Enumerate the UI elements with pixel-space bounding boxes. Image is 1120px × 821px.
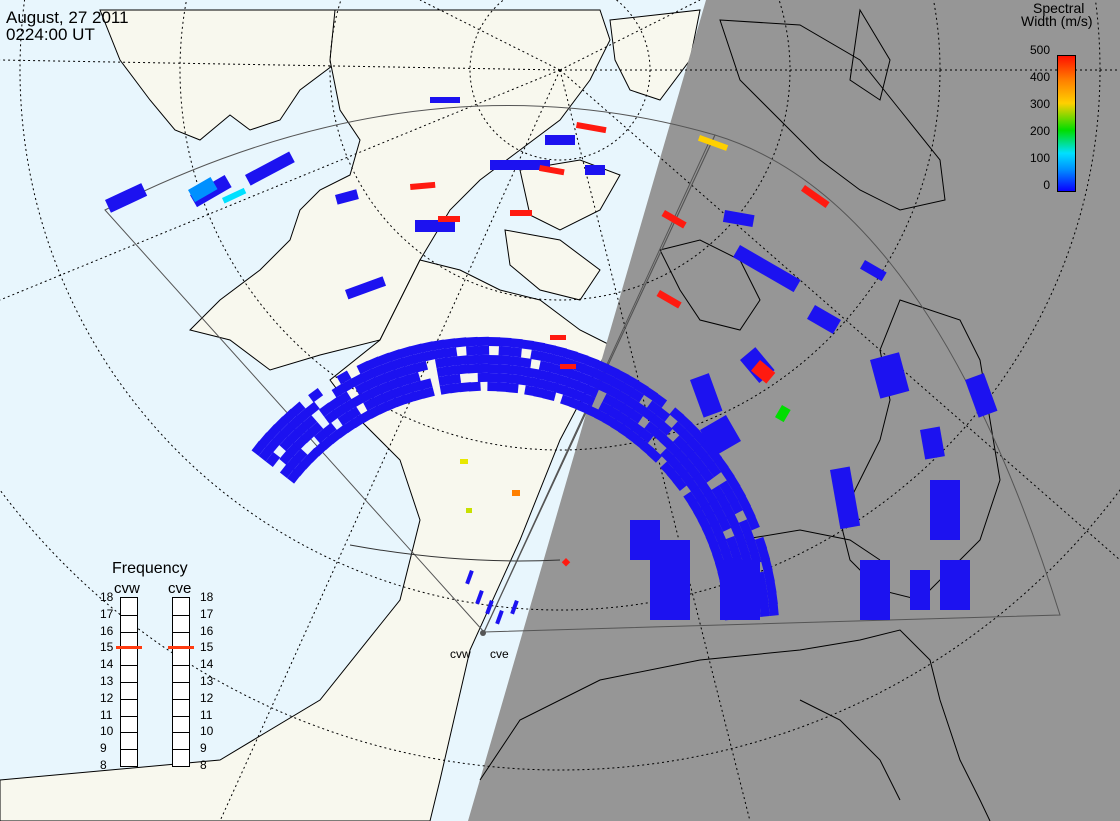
scatter-cell: [769, 603, 779, 616]
frequency-tick-label: 10: [200, 724, 213, 738]
scatter-cell: [499, 337, 511, 347]
scatter-cell: [477, 355, 489, 364]
colorbar-tick-label: 300: [1026, 97, 1050, 111]
scatter-cell: [460, 459, 468, 464]
scatter-cell: [585, 165, 605, 175]
frequency-tick-label: 18: [200, 590, 213, 604]
colorbar-title-line2: Width (m/s): [1021, 13, 1093, 29]
frequency-panel-title: Frequency: [112, 560, 188, 578]
frequency-tick-label: 16: [200, 624, 213, 638]
scatter-cell: [430, 97, 460, 103]
frequency-column-label: cve: [168, 580, 191, 597]
scatter-cell: [521, 339, 534, 349]
frequency-tick-label: 14: [200, 657, 213, 671]
scatter-cell: [509, 347, 522, 357]
scatter-cell: [910, 570, 930, 610]
scatter-cell: [519, 357, 532, 367]
frequency-tick-label: 13: [200, 674, 213, 688]
scatter-cell: [468, 382, 481, 392]
scatter-cell: [448, 374, 461, 385]
frequency-tick-label: 13: [100, 674, 113, 688]
frequency-tick-label: 8: [200, 758, 207, 772]
frequency-column-box: [120, 597, 138, 767]
scatter-cell: [510, 210, 532, 216]
colorbar-tick-label: 500: [1026, 43, 1050, 57]
scatter-cell: [444, 347, 457, 358]
frequency-tick-label: 9: [100, 741, 107, 755]
scatter-cell: [760, 604, 770, 617]
frequency-column-label: cvw: [114, 580, 140, 597]
scatter-cell: [498, 346, 510, 356]
scatter-cell: [454, 337, 467, 347]
scatter-cell: [545, 135, 575, 145]
frequency-column-box: [172, 597, 190, 767]
frequency-selected-marker: [116, 646, 142, 649]
figure-date: August, 27 2011: [6, 10, 129, 26]
scatter-cell: [477, 346, 489, 355]
frequency-tick-label: 12: [100, 691, 113, 705]
radar-label-cve: cve: [490, 647, 509, 661]
frequency-tick-label: 11: [100, 708, 112, 722]
colorbar-tick-label: 100: [1026, 151, 1050, 165]
scatter-cell: [465, 337, 478, 347]
frequency-tick-label: 17: [100, 607, 113, 621]
frequency-tick-label: 16: [100, 624, 113, 638]
colorbar-tick-label: 200: [1026, 124, 1050, 138]
scatter-cell: [512, 490, 520, 496]
scatter-cell: [466, 346, 479, 356]
scatter-cell: [767, 592, 778, 605]
figure-time: 0224:00 UT: [6, 27, 95, 43]
frequency-tick-label: 9: [200, 741, 207, 755]
scatter-cell: [466, 508, 472, 513]
colorbar-tick-label: 400: [1026, 70, 1050, 84]
scatter-cell: [510, 338, 523, 348]
frequency-tick-label: 15: [200, 640, 213, 654]
scatter-cell: [438, 216, 460, 222]
radar-label-cvw: cvw: [450, 647, 471, 661]
frequency-tick-label: 17: [200, 607, 213, 621]
scatter-cell: [940, 560, 970, 610]
scatter-cell: [477, 337, 489, 346]
scatter-cell: [720, 560, 760, 620]
scatter-cell: [550, 335, 566, 340]
frequency-tick-label: 11: [200, 708, 212, 722]
scatter-cell: [930, 480, 960, 540]
colorbar-tick-label: 0: [1026, 178, 1050, 192]
frequency-tick-label: 14: [100, 657, 113, 671]
frequency-tick-label: 18: [100, 590, 113, 604]
scatter-cell: [488, 337, 500, 346]
frequency-selected-marker: [168, 646, 194, 649]
scatter-cell: [560, 364, 576, 369]
scatter-cell: [488, 355, 500, 364]
frequency-tick-label: 8: [100, 758, 107, 772]
scatter-cell: [860, 560, 890, 620]
frequency-tick-label: 15: [100, 640, 113, 654]
colorbar: [1057, 55, 1076, 192]
scatter-cell: [630, 520, 660, 560]
scatter-cell: [443, 338, 456, 349]
radar-site-marker: [480, 630, 486, 636]
frequency-tick-label: 12: [200, 691, 213, 705]
scatter-cell: [506, 383, 519, 393]
frequency-tick-label: 10: [100, 724, 113, 738]
